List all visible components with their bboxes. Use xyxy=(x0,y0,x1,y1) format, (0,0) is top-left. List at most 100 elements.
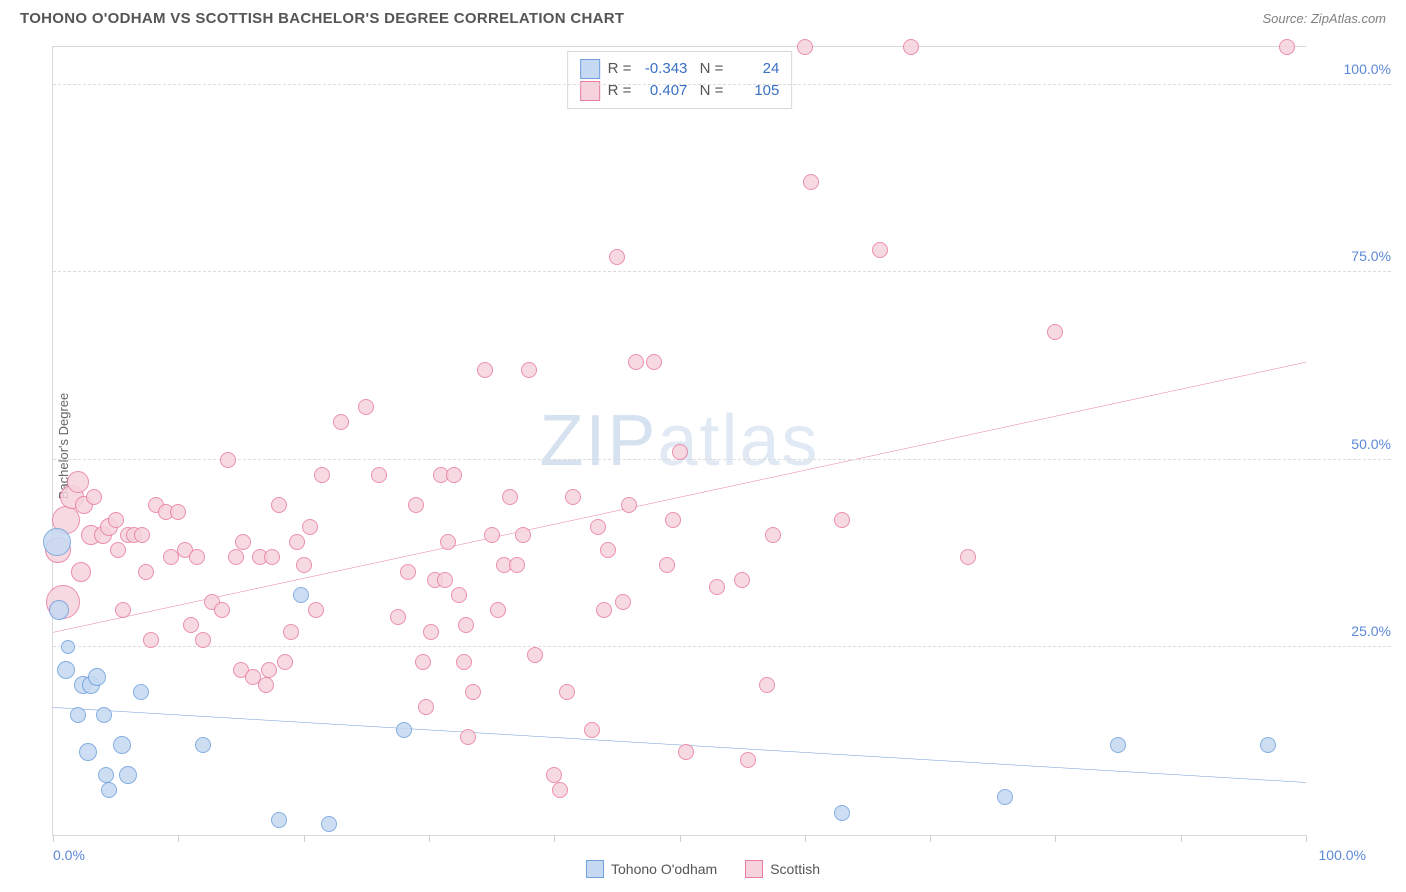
scatter-point-scottish xyxy=(552,782,568,798)
legend-swatch-tohono xyxy=(586,860,604,878)
scatter-point-scottish xyxy=(261,662,277,678)
scatter-point-scottish xyxy=(371,467,387,483)
stat-r-tohono: -0.343 xyxy=(639,58,687,80)
scatter-point-scottish xyxy=(960,549,976,565)
gridline xyxy=(53,459,1391,460)
scatter-point-scottish xyxy=(358,399,374,415)
watermark-text: ZIPatlas xyxy=(539,400,819,482)
scatter-point-tohono xyxy=(98,767,114,783)
bottom-legend: Tohono O'odham Scottish xyxy=(586,860,820,878)
scatter-point-scottish xyxy=(484,527,500,543)
scatter-point-scottish xyxy=(678,744,694,760)
scatter-point-scottish xyxy=(333,414,349,430)
scatter-point-tohono xyxy=(88,668,106,686)
xtick xyxy=(304,835,305,842)
scatter-point-scottish xyxy=(515,527,531,543)
scatter-point-scottish xyxy=(408,497,424,513)
ytick-label: 75.0% xyxy=(1311,248,1391,264)
scatter-point-scottish xyxy=(277,654,293,670)
scatter-point-scottish xyxy=(390,609,406,625)
xaxis-min-label: 0.0% xyxy=(53,847,85,863)
scatter-point-tohono xyxy=(133,684,149,700)
scatter-point-scottish xyxy=(296,557,312,573)
scatter-point-scottish xyxy=(803,174,819,190)
scatter-point-scottish xyxy=(195,632,211,648)
scatter-point-scottish xyxy=(235,534,251,550)
scatter-point-tohono xyxy=(997,789,1013,805)
scatter-point-scottish xyxy=(709,579,725,595)
scatter-point-scottish xyxy=(584,722,600,738)
ytick-label: 25.0% xyxy=(1311,623,1391,639)
scatter-point-tohono xyxy=(834,805,850,821)
scatter-point-tohono xyxy=(96,707,112,723)
scatter-point-scottish xyxy=(834,512,850,528)
scatter-point-scottish xyxy=(596,602,612,618)
xtick xyxy=(930,835,931,842)
scatter-point-scottish xyxy=(314,467,330,483)
scatter-point-scottish xyxy=(67,471,89,493)
scatter-point-scottish xyxy=(108,512,124,528)
scatter-point-tohono xyxy=(49,600,69,620)
scatter-point-scottish xyxy=(646,354,662,370)
chart-plot-area: ZIPatlas R = -0.343 N = 24 R = 0.407 N =… xyxy=(52,46,1306,836)
scatter-point-tohono xyxy=(57,661,75,679)
xtick xyxy=(554,835,555,842)
scatter-point-scottish xyxy=(502,489,518,505)
scatter-point-tohono xyxy=(113,736,131,754)
scatter-point-scottish xyxy=(456,654,472,670)
legend-label-tohono: Tohono O'odham xyxy=(611,861,717,877)
xtick xyxy=(429,835,430,842)
scatter-point-scottish xyxy=(797,39,813,55)
scatter-point-scottish xyxy=(264,549,280,565)
scatter-point-scottish xyxy=(465,684,481,700)
scatter-point-scottish xyxy=(477,362,493,378)
scatter-point-scottish xyxy=(308,602,324,618)
scatter-point-scottish xyxy=(490,602,506,618)
scatter-point-scottish xyxy=(189,549,205,565)
scatter-point-tohono xyxy=(1260,737,1276,753)
scatter-point-scottish xyxy=(71,562,91,582)
trendlines-svg xyxy=(53,47,1306,835)
xtick xyxy=(178,835,179,842)
scatter-point-scottish xyxy=(609,249,625,265)
scatter-point-scottish xyxy=(559,684,575,700)
scatter-point-scottish xyxy=(458,617,474,633)
scatter-point-scottish xyxy=(527,647,543,663)
gridline xyxy=(53,271,1391,272)
scatter-point-tohono xyxy=(1110,737,1126,753)
scatter-point-scottish xyxy=(546,767,562,783)
legend-stats-box: R = -0.343 N = 24 R = 0.407 N = 105 xyxy=(567,51,793,109)
scatter-point-scottish xyxy=(765,527,781,543)
scatter-point-scottish xyxy=(440,534,456,550)
scatter-point-scottish xyxy=(665,512,681,528)
scatter-point-scottish xyxy=(672,444,688,460)
scatter-point-tohono xyxy=(70,707,86,723)
scatter-point-scottish xyxy=(86,489,102,505)
scatter-point-scottish xyxy=(521,362,537,378)
xtick xyxy=(805,835,806,842)
scatter-point-tohono xyxy=(293,587,309,603)
scatter-point-scottish xyxy=(628,354,644,370)
xtick xyxy=(1306,835,1307,842)
scatter-point-tohono xyxy=(321,816,337,832)
xtick xyxy=(1055,835,1056,842)
stat-n-label: N = xyxy=(695,58,723,80)
scatter-point-scottish xyxy=(115,602,131,618)
scatter-point-tohono xyxy=(101,782,117,798)
scatter-point-scottish xyxy=(451,587,467,603)
scatter-point-scottish xyxy=(659,557,675,573)
scatter-point-tohono xyxy=(43,528,71,556)
scatter-point-tohono xyxy=(119,766,137,784)
ytick-label: 50.0% xyxy=(1311,436,1391,452)
scatter-point-scottish xyxy=(415,654,431,670)
scatter-point-scottish xyxy=(740,752,756,768)
ytick-label: 100.0% xyxy=(1311,61,1391,77)
scatter-point-scottish xyxy=(400,564,416,580)
swatch-tohono xyxy=(580,59,600,79)
scatter-point-scottish xyxy=(134,527,150,543)
scatter-point-scottish xyxy=(220,452,236,468)
scatter-point-scottish xyxy=(621,497,637,513)
scatter-point-scottish xyxy=(110,542,126,558)
scatter-point-scottish xyxy=(283,624,299,640)
scatter-point-scottish xyxy=(302,519,318,535)
